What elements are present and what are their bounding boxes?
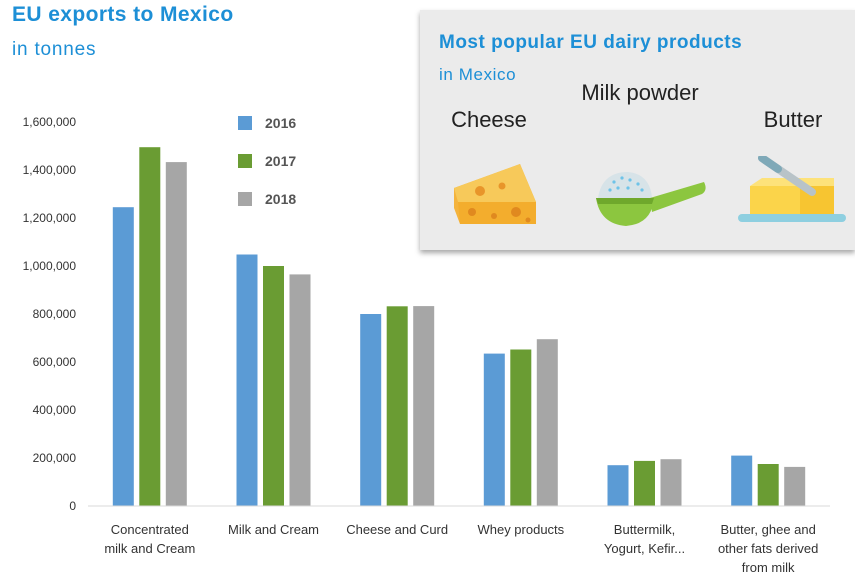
- bar-2018-0: [165, 162, 187, 506]
- y-tick-label: 0: [69, 499, 76, 513]
- y-tick-label: 1,000,000: [23, 259, 77, 273]
- bar-2018-1: [289, 274, 311, 506]
- chart-subtitle: in tonnes: [12, 39, 97, 60]
- bar-2016-1: [236, 254, 258, 506]
- bar-2016-5: [731, 455, 753, 506]
- product-label-milk-powder: Milk powder: [581, 80, 699, 105]
- bar-2018-5: [784, 466, 806, 506]
- bar-2017-3: [510, 349, 532, 506]
- legend-label-2016: 2016: [265, 115, 296, 131]
- cheese-icon: [454, 164, 536, 224]
- x-category-label: Cheese and Curd: [346, 522, 448, 537]
- y-tick-label: 1,400,000: [23, 163, 77, 177]
- x-category-label: Butter, ghee and other fats derived from m…: [718, 522, 818, 575]
- product-label-cheese: Cheese: [451, 107, 527, 132]
- bar-2018-4: [660, 459, 682, 506]
- legend-label-2018: 2018: [265, 191, 296, 207]
- legend-swatch-2016: [238, 116, 252, 130]
- y-tick-label: 600,000: [33, 355, 77, 369]
- product-label-butter: Butter: [763, 107, 823, 132]
- bar-2017-1: [263, 266, 284, 506]
- x-category-label: Concentrated milk and Cream: [104, 522, 195, 556]
- y-axis: 0 200,000 400,000 600,000 800,000 1,000,000 1,…: [23, 115, 77, 513]
- legend-swatch-2017: [238, 154, 252, 168]
- butter-dish-icon: [738, 156, 846, 222]
- bar-2017-0: [139, 147, 161, 506]
- x-axis-labels: Concentrated milk and Cream Milk and Cream…: [104, 522, 818, 575]
- y-tick-label: 1,600,000: [23, 115, 77, 129]
- bar-2018-2: [413, 306, 435, 506]
- panel-subtitle: in Mexico: [439, 65, 517, 84]
- y-tick-label: 1,200,000: [23, 211, 77, 225]
- bar-2016-3: [483, 353, 505, 506]
- y-tick-label: 800,000: [33, 307, 77, 321]
- y-tick-label: 400,000: [33, 403, 77, 417]
- chart-title: EU exports to Mexico: [12, 3, 234, 26]
- milk-powder-scoop-icon: [596, 172, 706, 226]
- bar-2016-4: [607, 465, 629, 506]
- bar-2017-4: [634, 460, 655, 506]
- x-category-label: Buttermilk, Yogurt, Kefir...: [604, 522, 685, 556]
- y-tick-label: 200,000: [33, 451, 77, 465]
- panel-title: Most popular EU dairy products: [439, 32, 743, 53]
- legend-label-2017: 2017: [265, 153, 296, 169]
- bar-2016-0: [112, 207, 134, 506]
- bar-2017-5: [757, 464, 779, 506]
- bar-2017-2: [386, 306, 408, 506]
- popular-products-panel: Most popular EU dairy products in Mexico…: [420, 10, 855, 250]
- legend: 2016 2017 2018: [238, 115, 296, 207]
- legend-swatch-2018: [238, 192, 252, 206]
- bar-2018-3: [536, 339, 558, 506]
- x-category-label: Milk and Cream: [228, 522, 319, 537]
- bars: [112, 147, 806, 506]
- x-category-label: Whey products: [477, 522, 564, 537]
- bar-2016-2: [360, 314, 382, 506]
